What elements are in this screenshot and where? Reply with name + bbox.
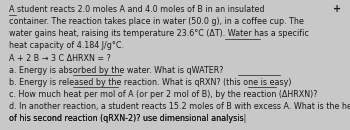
Text: container. The reaction takes place in water (50.0 g), in a coffee cup. The: container. The reaction takes place in w… [9,17,304,26]
Text: d. In another reaction, a student reacts 15.2 moles of B with excess A. What is : d. In another reaction, a student reacts… [9,102,350,111]
Text: A + 2 B → 3 C ΔHRXN = ?: A + 2 B → 3 C ΔHRXN = ? [9,54,111,63]
Text: A student reacts 2.0 moles A and 4.0 moles of B in an insulated: A student reacts 2.0 moles A and 4.0 mol… [9,5,264,14]
Text: of his second reaction (qRXN-2)? use dimensional analysis: of his second reaction (qRXN-2)? use dim… [9,114,243,123]
Text: of his second reaction (qRXN-2)? use dimensional analysis|: of his second reaction (qRXN-2)? use dim… [9,114,246,123]
Text: a. Energy is absorbed by the water. What is qWATER?: a. Energy is absorbed by the water. What… [9,66,223,75]
Text: c. How much heat per mol of A (or per 2 mol of B), by the reaction (ΔHRXN)?: c. How much heat per mol of A (or per 2 … [9,90,317,99]
Text: +: + [333,4,341,14]
Text: heat capacity of 4.184 J/g°C.: heat capacity of 4.184 J/g°C. [9,41,124,50]
Text: b. Energy is released by the reaction. What is qRXN? (this one is easy): b. Energy is released by the reaction. W… [9,78,291,87]
Text: water gains heat, raising its temperature 23.6°C (ΔT). Water has a specific: water gains heat, raising its temperatur… [9,29,309,38]
